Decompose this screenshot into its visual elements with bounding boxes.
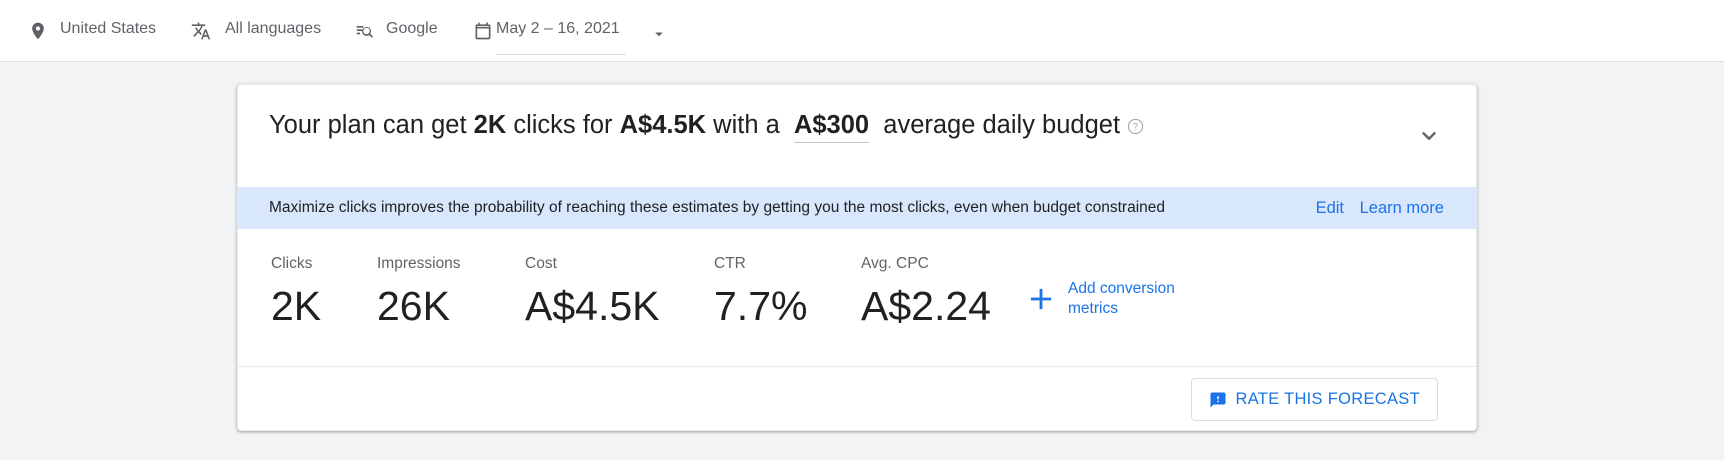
svg-text:?: ? — [1133, 121, 1138, 131]
